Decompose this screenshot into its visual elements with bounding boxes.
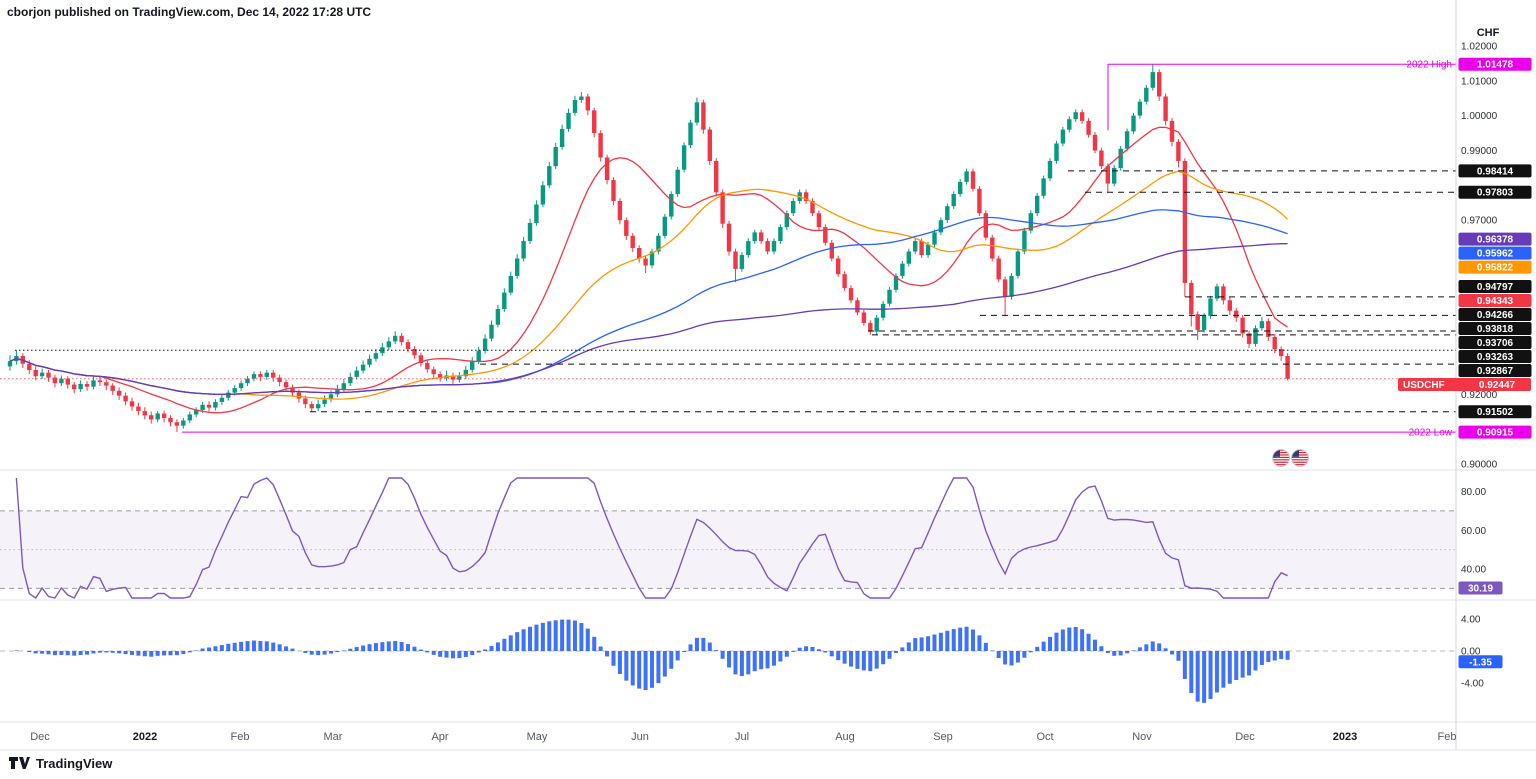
price-tick: 1.01000 [1461,76,1498,87]
time-axis-label[interactable]: Nov [1132,731,1152,743]
price-axis-pill[interactable]: 0.94343 [1458,294,1532,307]
price-axis-pill[interactable]: 0.93263 [1458,350,1532,363]
price-axis-pill[interactable]: 0.95962 [1458,246,1532,260]
axis-currency-label: CHF [1477,27,1500,39]
price-axis-pill[interactable]: 0.93818 [1458,322,1532,335]
svg-text:0.95962: 0.95962 [1477,249,1514,260]
macd-pane[interactable] [0,619,1456,703]
rsi-pane[interactable] [0,477,1456,599]
macd-tick: 0.00 [1461,647,1481,658]
time-axis-label[interactable]: Mar [324,731,343,743]
price-axis-pill[interactable]: 0.95822 [1458,260,1532,274]
time-axis-label[interactable]: Jun [631,731,649,743]
tradingview-logo-text[interactable]: TradingView [36,755,113,771]
price-axis-pill[interactable]: 0.98414 [1458,164,1532,178]
us-flag-icon [1291,449,1309,467]
us-flag-icon [1272,449,1290,467]
svg-text:0.91502: 0.91502 [1477,407,1514,418]
time-axis-label[interactable]: Dec [30,731,50,743]
svg-text:0.94343: 0.94343 [1477,296,1514,307]
level-note: 2022 High [1406,60,1452,71]
time-axis-label[interactable]: Feb [231,731,250,743]
time-axis-label[interactable]: 2022 [133,731,157,743]
attribution-text: cborjon published on TradingView.com, De… [7,5,372,19]
candles-layer[interactable] [7,64,1290,432]
svg-text:0.93263: 0.93263 [1477,352,1514,363]
svg-text:-1.35: -1.35 [1469,657,1492,668]
svg-text:0.98414: 0.98414 [1477,166,1514,177]
time-axis-label[interactable]: Oct [1036,731,1053,743]
rsi-line [15,477,1288,599]
macd-value-badge: -1.35 [1458,655,1503,669]
svg-text:0.95822: 0.95822 [1477,263,1514,274]
price-axis-pill[interactable]: 0.93706 [1458,336,1532,349]
price-axis-pill[interactable]: 0.90915 2022 Low [1409,425,1532,439]
price-axis-pill[interactable]: 0.97803 [1458,185,1532,199]
sma-200[interactable] [9,243,1288,396]
time-axis-label[interactable]: Jul [735,731,749,743]
price-axis-pill[interactable]: 0.92867 [1458,364,1532,377]
footer-watermark: TradingView [8,754,112,772]
price-tick: 1.00000 [1461,111,1498,122]
svg-text:0.92447: 0.92447 [1479,380,1516,391]
sma-100[interactable] [9,209,1288,396]
price-tick: 0.90000 [1461,460,1498,471]
price-tick: 1.02000 [1461,42,1498,53]
svg-text:0.90915: 0.90915 [1477,428,1514,439]
rsi-value-badge: 30.19 [1458,581,1503,595]
rsi-tick: 80.00 [1461,487,1486,498]
price-tick: 0.99000 [1461,146,1498,157]
svg-text:0.94266: 0.94266 [1477,310,1514,321]
price-axis-pill[interactable]: 0.94797 [1458,280,1532,293]
time-axis-label[interactable]: Sep [933,731,953,743]
macd-tick: -4.00 [1461,679,1484,690]
macd-tick: 4.00 [1461,615,1481,626]
svg-text:0.93706: 0.93706 [1477,338,1514,349]
time-axis-label[interactable]: Aug [835,731,855,743]
price-axis-pill[interactable]: 1.01478 2022 High [1406,57,1532,71]
svg-text:0.92867: 0.92867 [1477,366,1514,377]
price-tick: 0.92000 [1461,390,1498,401]
rsi-tick: 60.00 [1461,526,1486,537]
time-axis-label[interactable]: May [527,731,548,743]
sma-50[interactable] [9,170,1289,400]
price-axis-pill[interactable]: USDCHF 0.92447 [1398,378,1531,391]
rsi-tick: 40.00 [1461,565,1486,576]
time-axis-label[interactable]: Apr [431,731,448,743]
time-axis-label[interactable]: 2023 [1333,731,1357,743]
tradingview-logo-icon[interactable] [8,754,30,772]
sma-20[interactable] [9,126,1288,414]
price-axis-pill[interactable]: 0.96378 [1458,232,1532,246]
price-axis-pill[interactable]: 0.94266 [1458,308,1532,321]
svg-text:0.97803: 0.97803 [1477,188,1514,199]
level-note: 2022 Low [1409,428,1453,439]
time-axis-label[interactable]: Dec [1235,731,1255,743]
time-axis-label[interactable]: Feb [1438,731,1457,743]
price-tick: 0.97000 [1461,216,1498,227]
levels-layer [0,63,1456,433]
svg-text:0.96378: 0.96378 [1477,235,1514,246]
price-axis-pill[interactable]: 0.91502 [1458,405,1532,419]
svg-text:30.19: 30.19 [1468,584,1493,595]
symbol-label: USDCHF [1403,380,1445,391]
svg-text:0.93818: 0.93818 [1477,324,1514,335]
svg-text:1.01478: 1.01478 [1477,60,1514,71]
svg-text:0.94797: 0.94797 [1477,282,1514,293]
